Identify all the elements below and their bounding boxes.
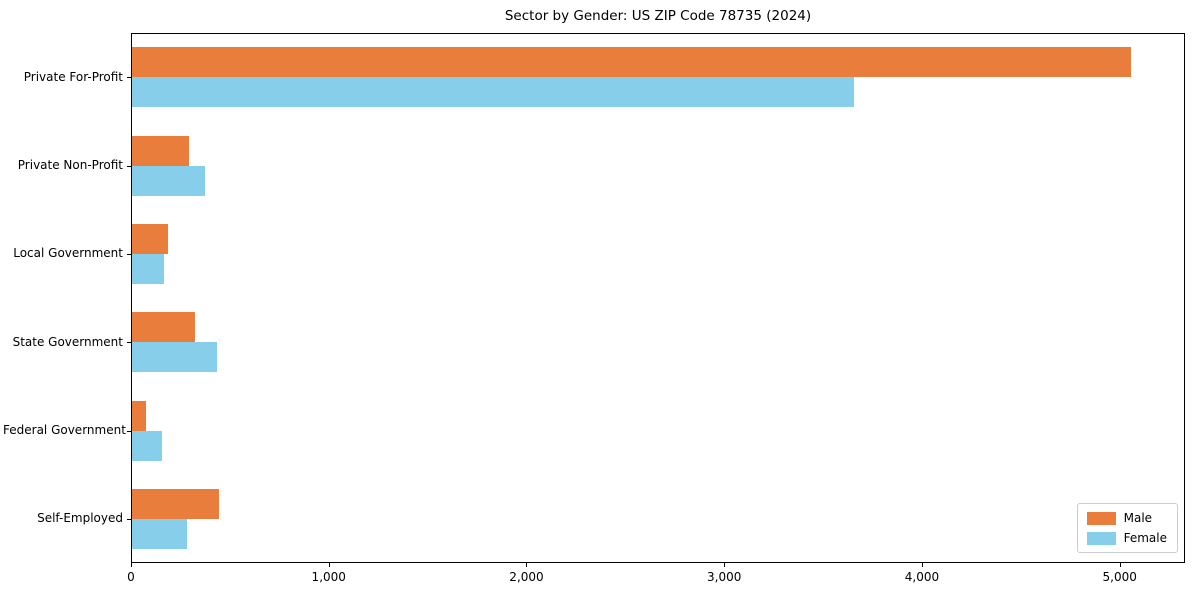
bar-female-private-for-profit — [132, 77, 854, 108]
female-legend-swatch — [1086, 531, 1116, 545]
x-tick-label-1000: 1,000 — [311, 570, 346, 584]
y-category-label-self-employed: Self-Employed — [37, 511, 123, 526]
plot-area: Male Female — [131, 33, 1185, 563]
x-tick — [328, 563, 330, 567]
bar-male-local-government — [132, 223, 168, 254]
y-category-label-private-for-profit: Private For-Profit — [23, 69, 123, 84]
x-tick-label-3000: 3,000 — [707, 570, 742, 584]
x-tick — [921, 563, 923, 567]
y-tick — [127, 165, 131, 167]
y-tick — [127, 77, 131, 79]
male-legend-swatch — [1086, 511, 1116, 525]
x-tick — [526, 563, 528, 567]
y-tick — [127, 518, 131, 520]
legend-item-male: Male — [1086, 511, 1167, 525]
x-tick — [724, 563, 726, 567]
bar-female-local-government — [132, 253, 164, 284]
x-tick — [131, 563, 132, 567]
bar-female-federal-government — [132, 430, 162, 461]
bar-female-state-government — [132, 342, 217, 373]
chart-title: Sector by Gender: US ZIP Code 78735 (202… — [504, 8, 812, 24]
x-tick-label-0: 0 — [127, 570, 135, 584]
bar-female-private-non-profit — [132, 165, 205, 196]
y-category-label-private-non-profit: Private Non-Profit — [17, 158, 123, 172]
bar-male-private-non-profit — [132, 135, 189, 166]
bar-male-state-government — [132, 312, 195, 343]
y-tick — [127, 430, 131, 432]
y-category-label-local-government: Local Government — [13, 246, 123, 261]
y-tick — [127, 342, 131, 344]
legend: Male Female — [1076, 503, 1178, 553]
bar-male-private-for-profit — [132, 47, 1131, 78]
y-category-label-federal-government: Federal Government — [3, 423, 126, 437]
x-tick-label-2000: 2,000 — [509, 570, 544, 584]
male-legend-label: Male — [1123, 511, 1153, 525]
bar-male-federal-government — [132, 400, 146, 431]
x-tick — [1119, 563, 1121, 567]
female-legend-label: Female — [1123, 531, 1167, 545]
x-tick-label-5000: 5,000 — [1102, 570, 1137, 584]
y-tick — [127, 253, 131, 255]
y-category-label-state-government: State Government — [12, 334, 123, 349]
x-tick-label-4000: 4,000 — [904, 570, 940, 584]
bar-female-self-employed — [132, 518, 187, 549]
legend-item-female: Female — [1086, 531, 1167, 545]
bar-male-self-employed — [132, 488, 219, 519]
